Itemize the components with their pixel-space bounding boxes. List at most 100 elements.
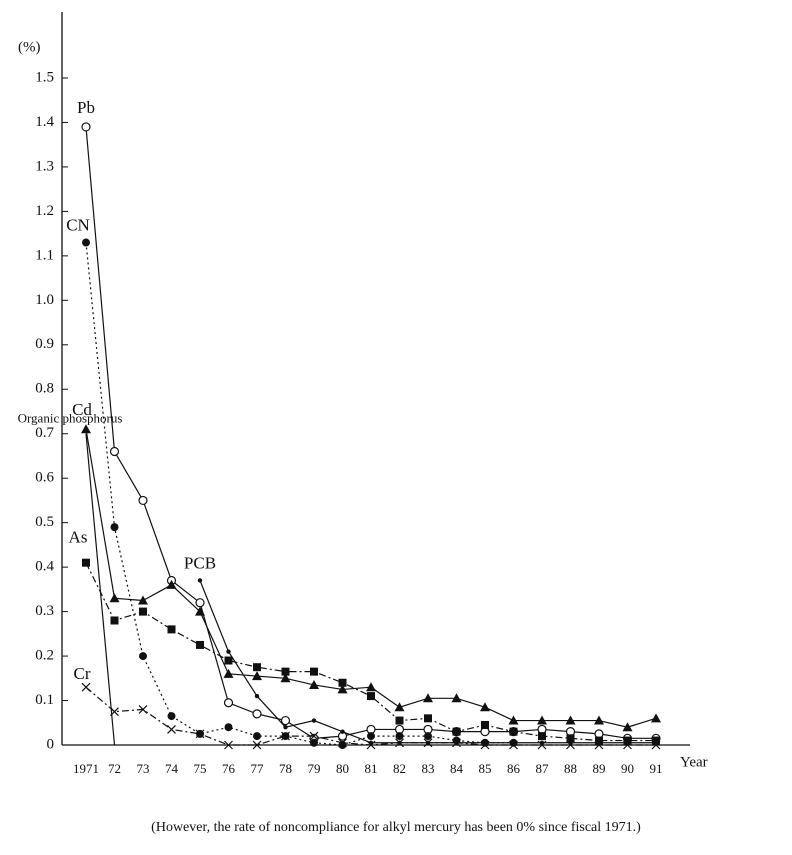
x-tick-label: 1971 [73, 761, 99, 776]
x-tick-label: 74 [165, 761, 179, 776]
marker [224, 723, 233, 732]
series-label: CN [66, 215, 90, 234]
marker [280, 673, 291, 683]
marker [138, 705, 148, 714]
series-label: Cr [74, 664, 91, 683]
marker [252, 709, 262, 719]
marker [224, 656, 233, 665]
marker [338, 738, 347, 748]
series-label: Organic phosphorus [18, 411, 123, 426]
x-tick-label: 76 [222, 761, 236, 776]
marker [195, 598, 205, 608]
marker [424, 732, 432, 741]
y-tick-label: 0.6 [35, 470, 54, 486]
marker [166, 579, 177, 589]
x-tick-label: 88 [564, 761, 577, 776]
marker [452, 738, 461, 748]
marker [538, 732, 546, 741]
marker [622, 722, 633, 732]
x-tick-label: 84 [450, 761, 464, 776]
marker [81, 682, 91, 692]
marker [110, 707, 119, 717]
x-tick-label: 72 [108, 761, 121, 776]
marker [565, 715, 576, 725]
x-tick-label: 75 [194, 761, 207, 776]
x-tick-label: 78 [279, 761, 292, 776]
marker [340, 729, 345, 734]
marker [280, 715, 291, 726]
marker [451, 693, 462, 703]
marker [254, 693, 260, 699]
marker [338, 678, 347, 687]
marker [281, 667, 290, 676]
marker [253, 663, 261, 672]
marker [623, 736, 632, 745]
series-label: Cd [72, 400, 92, 419]
marker [395, 716, 404, 725]
marker [281, 731, 290, 741]
x-tick-label: 83 [422, 761, 435, 776]
marker [566, 734, 575, 743]
marker [508, 715, 519, 725]
y-tick-label: 1.1 [35, 247, 54, 263]
marker [81, 424, 91, 434]
marker [196, 640, 204, 649]
marker [651, 740, 661, 750]
marker [309, 731, 319, 741]
footnote: (However, the rate of noncompliance for … [151, 820, 641, 835]
y-tick-label: 0.9 [35, 336, 54, 352]
y-tick-label: 0.8 [35, 381, 54, 397]
y-tick-label: 0.5 [35, 514, 54, 530]
y-tick-label: 0.2 [35, 648, 54, 664]
marker [309, 679, 319, 689]
y-tick-label: 0.3 [35, 603, 54, 619]
marker [195, 606, 205, 616]
marker [223, 698, 234, 708]
y-axis-label: (%) [18, 39, 41, 55]
series-label: Pb [77, 98, 95, 117]
x-tick-label: 81 [365, 761, 378, 776]
marker [310, 738, 318, 747]
marker [537, 740, 547, 750]
marker [594, 715, 604, 725]
marker [224, 740, 233, 750]
x-tick-label: 79 [308, 761, 321, 776]
marker [167, 625, 176, 634]
x-tick-label: 91 [650, 761, 663, 776]
y-tick-label: 1.4 [35, 114, 54, 130]
marker [367, 732, 375, 741]
marker [138, 495, 148, 506]
marker [424, 714, 432, 723]
series-line [85, 126, 656, 739]
marker [394, 702, 405, 712]
marker [481, 720, 489, 729]
series-line [85, 242, 514, 746]
marker [338, 741, 347, 749]
y-tick-label: 0.7 [35, 425, 54, 441]
y-tick-label: 1.3 [35, 158, 54, 174]
marker [480, 740, 490, 750]
marker [452, 727, 461, 736]
marker [423, 738, 433, 748]
marker [252, 740, 262, 750]
marker [139, 652, 147, 661]
series-label: PCB [184, 553, 216, 572]
marker [167, 712, 176, 721]
y-tick-label: 1.0 [35, 292, 54, 308]
x-axis-label: Year [680, 754, 708, 770]
series-line [85, 433, 116, 746]
marker [311, 718, 317, 723]
marker [283, 725, 288, 730]
marker [509, 740, 518, 750]
marker [395, 732, 404, 741]
marker [252, 671, 262, 681]
marker [366, 740, 376, 750]
marker [138, 595, 148, 605]
x-tick-label: 90 [621, 761, 634, 776]
y-tick-label: 1.5 [35, 69, 54, 85]
marker [253, 732, 261, 741]
y-tick-label: 0.4 [35, 559, 54, 575]
series-label: As [69, 528, 88, 547]
x-tick-label: 73 [137, 761, 150, 776]
